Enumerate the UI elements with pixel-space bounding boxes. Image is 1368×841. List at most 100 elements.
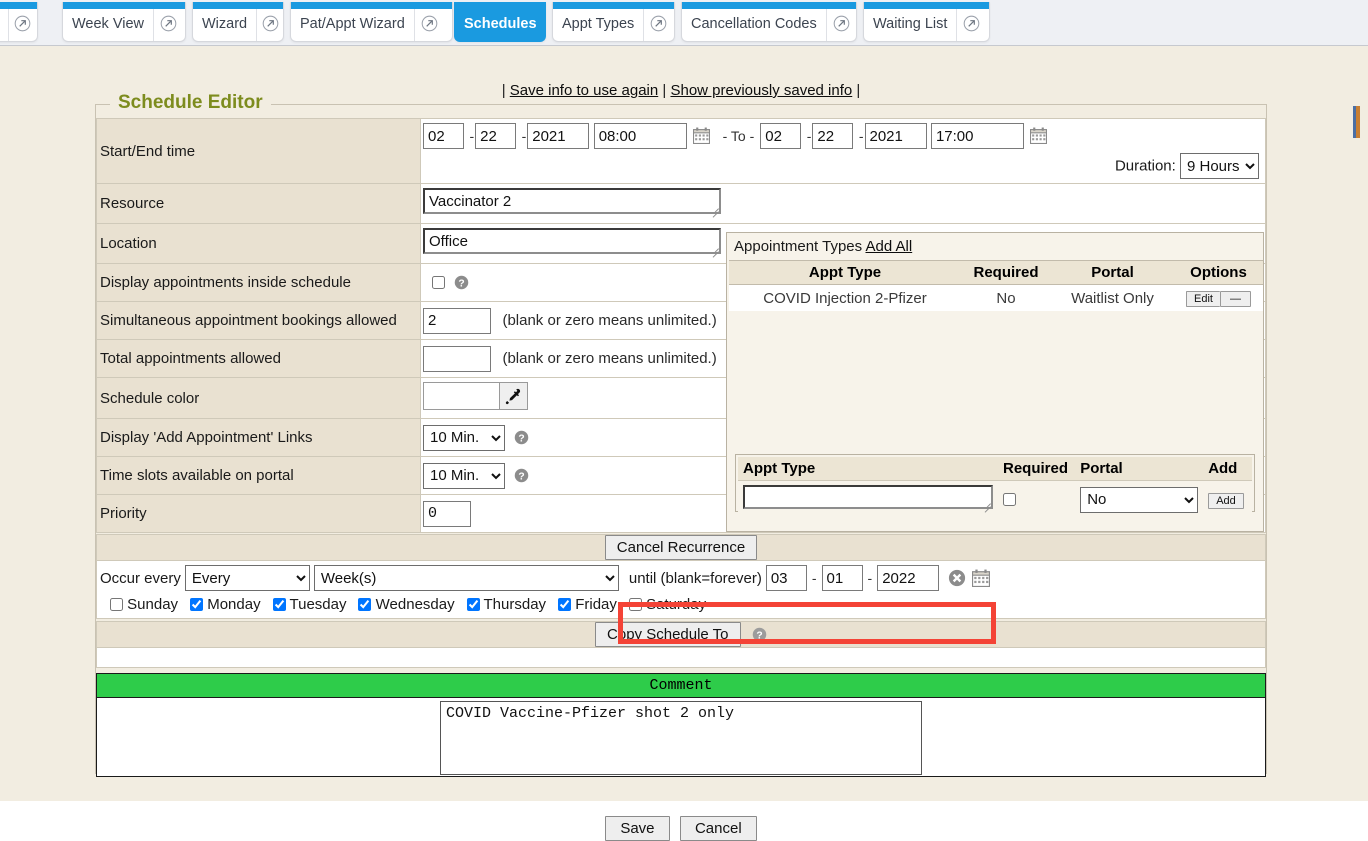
eyedropper-button[interactable] [499,383,527,409]
cell-start-end-time: - - - To - - - [420,118,1266,184]
tab-label: ew [0,4,8,41]
tab-cancellation-codes[interactable]: Cancellation Codes [681,2,857,42]
end-year-input[interactable] [864,123,927,149]
add-appt-type-button[interactable]: Add [1208,492,1244,509]
open-in-new-window-button[interactable] [956,3,986,41]
weekday-friday[interactable]: Friday [558,596,617,613]
end-calendar-icon[interactable] [1030,127,1048,144]
weekday-tuesday-label: Tuesday [289,596,347,613]
until-year-input[interactable] [877,565,940,591]
weekday-monday[interactable]: Monday [190,596,261,613]
tab-label: Cancellation Codes [691,16,817,32]
help-icon-time-slots-portal[interactable]: ? [514,468,529,483]
weekday-tuesday-checkbox[interactable] [272,598,286,611]
weekday-thursday[interactable]: Thursday [466,596,547,613]
until-day-input[interactable] [821,565,863,591]
label-schedule-color: Schedule color [96,377,421,419]
tab-week-view[interactable]: Week View [62,2,186,42]
tab-appt-types[interactable]: Appt Types [552,2,675,42]
start-month-input[interactable] [423,123,464,149]
open-in-new-window-button[interactable] [643,3,673,41]
weekday-saturday[interactable]: Saturday [628,596,706,613]
weekday-thursday-checkbox[interactable] [466,598,480,611]
label-start-end-time: Start/End time [96,118,421,184]
clear-until-date-icon[interactable] [948,569,966,587]
copy-schedule-to-button[interactable]: Copy Schedule To [595,622,741,647]
tab-waiting-list[interactable]: Waiting List [863,2,990,42]
total-appointments-input[interactable] [423,345,491,372]
add-required-checkbox[interactable] [1003,492,1016,506]
add-appt-type-input[interactable] [743,485,993,509]
tab-schedules[interactable]: Schedules [454,2,546,42]
weekday-monday-checkbox[interactable] [190,598,204,611]
comment-textarea[interactable] [440,701,922,775]
help-icon-display-inside[interactable]: ? [454,275,469,290]
tab-label: Waiting List [873,16,948,32]
add-portal-select[interactable]: No [1080,486,1199,513]
add-appointment-links-select[interactable]: 10 Min. [423,424,505,451]
footer-button-bar: Save Cancel [96,816,1266,841]
add-cell-button: Add [1203,480,1252,518]
total-appointments-hint: (blank or zero means unlimited.) [502,350,717,367]
help-icon-add-appointment-links[interactable]: ? [514,430,529,445]
open-in-new-window-button[interactable] [7,3,37,41]
tab-ew[interactable]: ew [0,2,38,42]
show-previously-saved-info-link[interactable]: Show previously saved info [670,82,853,99]
weekday-wednesday[interactable]: Wednesday [358,596,455,613]
add-form-input-row: No Add [738,480,1252,518]
display-inside-checkbox[interactable] [432,275,445,289]
appointment-types-panel: Appointment Types Add All Appt Type Requ… [726,232,1264,532]
resource-input[interactable] [423,188,721,214]
schedule-color-swatch[interactable] [424,383,499,409]
open-in-new-window-button[interactable] [153,3,183,41]
weekday-saturday-checkbox[interactable] [628,598,642,611]
cancel-recurrence-button[interactable]: Cancel Recurrence [604,535,758,560]
until-calendar-icon[interactable] [972,569,991,587]
weekday-sunday-checkbox[interactable] [110,598,123,611]
save-button[interactable]: Save [605,816,670,841]
tab-pat-appt-wizard[interactable]: Pat/Appt Wizard [290,2,453,42]
end-time-input[interactable] [930,123,1024,149]
add-form-header-row: Appt Type Required Portal Add [738,457,1252,481]
weekday-tuesday[interactable]: Tuesday [272,596,347,613]
start-year-input[interactable] [527,123,590,149]
priority-input[interactable] [423,500,471,527]
start-day-input[interactable] [475,123,517,149]
help-icon-copy-schedule[interactable]: ? [752,627,767,642]
add-appointment-type-table: Appt Type Required Portal Add [738,457,1252,518]
open-in-new-window-button[interactable] [413,3,444,41]
open-in-new-window-button[interactable] [825,3,856,41]
save-info-to-use-again-link[interactable]: Save info to use again [509,82,659,99]
until-month-input[interactable] [765,565,807,591]
color-picker-group [423,382,528,410]
edit-appt-type-button[interactable]: Edit [1186,291,1220,307]
recurrence-options-row: Occur every Every Week(s) until (blank=f… [96,560,1266,619]
start-time-input[interactable] [593,123,687,149]
simultaneous-input[interactable] [423,307,491,334]
external-link-icon [833,15,850,31]
end-day-input[interactable] [812,123,854,149]
location-input[interactable] [423,228,721,254]
tab-wizard[interactable]: Wizard [192,2,284,42]
open-in-new-window-button[interactable] [256,3,283,41]
column-appt-type: Appt Type [729,260,961,285]
svg-text:?: ? [756,630,762,641]
column-options: Options [1174,260,1263,285]
weekday-friday-checkbox[interactable] [558,598,572,611]
scrollbar-annotation-marker [1356,106,1360,138]
weekday-wednesday-checkbox[interactable] [358,598,372,611]
add-all-link[interactable]: Add All [865,238,913,255]
recurrence-unit-select[interactable]: Week(s) [313,565,619,591]
cell-required: No [961,284,1051,311]
weekday-thursday-label: Thursday [483,596,547,613]
weekday-sunday[interactable]: Sunday [110,596,178,613]
remove-appt-type-button[interactable]: — [1219,291,1251,307]
tab-top-accent [682,2,856,9]
cancel-button[interactable]: Cancel [679,816,757,841]
end-month-input[interactable] [760,123,802,149]
duration-select[interactable]: 9 Hours [1180,153,1259,179]
time-slots-portal-select[interactable]: 10 Min. [423,462,505,489]
tab-top-accent [63,2,185,9]
start-calendar-icon[interactable] [693,127,711,144]
recurrence-every-select[interactable]: Every [184,565,310,591]
